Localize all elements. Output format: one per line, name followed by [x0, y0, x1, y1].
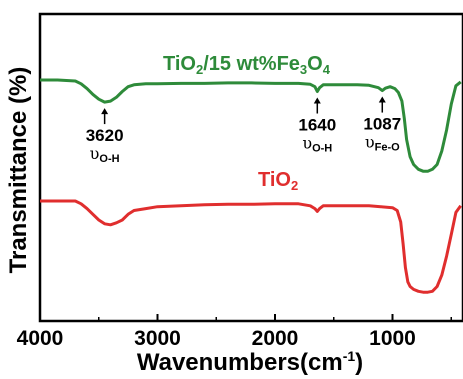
- annotation-wavenumber: 1640: [298, 116, 336, 135]
- x-axis-ticks: 4000 3000 2000 1000: [17, 314, 452, 350]
- annotation-arrow-head: [378, 96, 386, 103]
- series-layer: [40, 78, 462, 294]
- x-tick-label: 1000: [369, 327, 416, 350]
- annotation-arrow-head: [101, 108, 109, 115]
- series-label-tio2-fe3o4: TiO2/15 wt%Fe3O4: [163, 53, 331, 77]
- x-tick-label: 2000: [252, 327, 299, 350]
- x-tick-label: 4000: [17, 327, 64, 350]
- annotation-wavenumber: 1087: [363, 115, 401, 134]
- annotation-vibration-mode: υO-H: [90, 144, 120, 165]
- x-tick-label: 3000: [134, 327, 181, 350]
- series-label-tio2: TiO2: [258, 169, 298, 193]
- y-axis-label: Transmittance (%): [5, 67, 32, 274]
- annotation-vibration-mode: υO-H: [302, 134, 332, 155]
- plot-frame: [38, 12, 463, 323]
- series-line-tio2: [40, 199, 462, 294]
- annotation-wavenumber: 3620: [86, 126, 124, 145]
- x-axis-label: Wavenumbers(cm-1): [137, 348, 363, 376]
- annotation-vibration-mode: υFe-O: [365, 133, 400, 154]
- series-line-tio2-fe3o4: [40, 78, 462, 173]
- annotation-arrow-head: [313, 97, 321, 104]
